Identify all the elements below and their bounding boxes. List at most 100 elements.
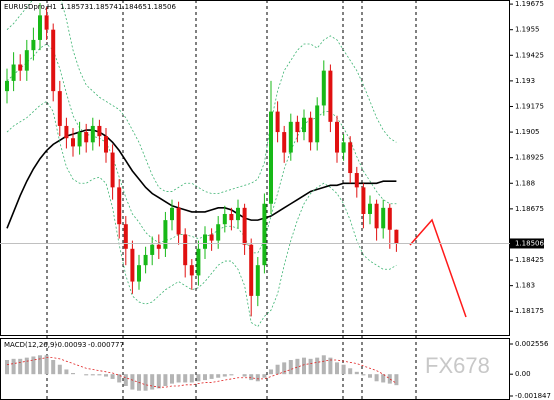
candle-body xyxy=(374,203,379,229)
candle-body xyxy=(90,125,95,143)
macd-bar xyxy=(321,355,326,375)
macd-bar xyxy=(117,374,122,383)
symbol: EURUSDpro,H1 xyxy=(4,3,57,11)
candle-body xyxy=(242,207,247,245)
candle-body xyxy=(295,121,300,133)
macd-bar xyxy=(216,374,221,378)
macd-bar xyxy=(57,364,62,375)
candle-body xyxy=(104,136,108,153)
candle-body xyxy=(137,265,141,282)
macd-bar xyxy=(361,374,366,376)
header-low: 1.18465 xyxy=(118,3,147,11)
candle-body xyxy=(262,203,267,266)
macd-bar xyxy=(262,374,267,378)
candle-body xyxy=(229,213,234,221)
macd-bar xyxy=(156,374,161,389)
macd-bar xyxy=(387,374,392,384)
candle-body xyxy=(368,203,372,214)
y-tick-label: 0.00 xyxy=(515,370,531,378)
candle-body xyxy=(11,64,16,81)
candle-body xyxy=(77,132,82,147)
macd-bar xyxy=(143,374,148,391)
forecast-arrow xyxy=(409,218,467,318)
macd-bar xyxy=(282,362,287,375)
macd-bar xyxy=(170,374,174,384)
candle-body xyxy=(381,207,386,229)
macd-bar xyxy=(209,374,214,379)
y-tick-label: 1.1955 xyxy=(515,26,540,34)
macd-bar xyxy=(348,368,353,375)
y-tick-label: 0.002556 xyxy=(515,340,549,348)
macd-bar xyxy=(97,374,102,376)
candle-body xyxy=(209,234,214,241)
macd-bar xyxy=(242,374,247,377)
macd-bar xyxy=(288,360,293,375)
candle-body xyxy=(348,142,353,174)
candle-body xyxy=(176,207,181,235)
macd-bar xyxy=(163,374,168,386)
candle-body xyxy=(308,117,313,143)
main-frame xyxy=(0,0,510,336)
candle-body xyxy=(315,105,320,143)
candle-body xyxy=(123,224,128,249)
candle-body xyxy=(170,207,174,221)
macd-bar xyxy=(183,374,188,383)
y-tick-label: 1.18925 xyxy=(515,154,544,162)
y-tick-label: 1.183 xyxy=(515,282,535,290)
macd-bar xyxy=(328,357,333,375)
macd-bar xyxy=(104,374,108,377)
macd-bar xyxy=(110,374,115,379)
macd-bar xyxy=(368,374,372,378)
candle-body xyxy=(31,39,36,51)
candle-body xyxy=(183,234,188,266)
macd-bar xyxy=(295,358,300,375)
macd-bar xyxy=(123,374,128,386)
y-tick-label: 1.18425 xyxy=(515,256,544,264)
macd-bar xyxy=(203,374,207,381)
candle-body xyxy=(18,64,23,71)
candle-body xyxy=(24,50,29,71)
macd-bar xyxy=(249,374,254,381)
macd-bar xyxy=(255,374,260,382)
macd-bar xyxy=(374,374,379,382)
candle-body xyxy=(150,244,155,255)
macd-label: MACD(12,26,9) xyxy=(4,341,57,349)
macd-bar xyxy=(38,355,42,375)
macd-bar xyxy=(31,356,36,375)
candle-body xyxy=(361,187,366,214)
candle-body xyxy=(288,121,293,153)
candle-body xyxy=(5,80,9,92)
candle-body xyxy=(321,70,326,106)
macd-bar xyxy=(354,371,359,375)
candle-body xyxy=(341,142,346,153)
candle-body xyxy=(64,125,69,139)
candle-body xyxy=(269,111,273,204)
macd-bar xyxy=(51,360,56,375)
candle-body xyxy=(335,121,339,153)
macd-bar xyxy=(71,373,75,375)
macd-bar xyxy=(176,374,181,383)
candle-body xyxy=(38,15,42,40)
candle-body xyxy=(189,265,194,276)
macd-bar xyxy=(222,374,227,377)
candle-body xyxy=(203,234,207,249)
candle-body xyxy=(143,254,148,266)
candle-body xyxy=(236,207,240,221)
header: EURUSDpro,H1 1.18573 1.18574 1.18465 1.1… xyxy=(4,3,176,349)
macd-bar xyxy=(18,358,23,375)
macd-bar xyxy=(269,369,273,375)
macd-bar xyxy=(150,374,155,390)
header-high: 1.18574 xyxy=(89,3,118,11)
y-tick-label: 1.1905 xyxy=(515,128,540,136)
candle-body xyxy=(196,248,201,276)
header-close: 1.18506 xyxy=(147,3,176,11)
candle-body xyxy=(282,132,287,153)
y-tick-label: 1.188 xyxy=(515,179,535,187)
y-tick-label: 1.19675 xyxy=(515,0,544,8)
signal-value: -0.000777 xyxy=(88,341,124,349)
candle-body xyxy=(222,213,227,225)
macd-bar xyxy=(302,357,306,375)
line xyxy=(6,357,397,388)
candle-body xyxy=(255,265,260,296)
